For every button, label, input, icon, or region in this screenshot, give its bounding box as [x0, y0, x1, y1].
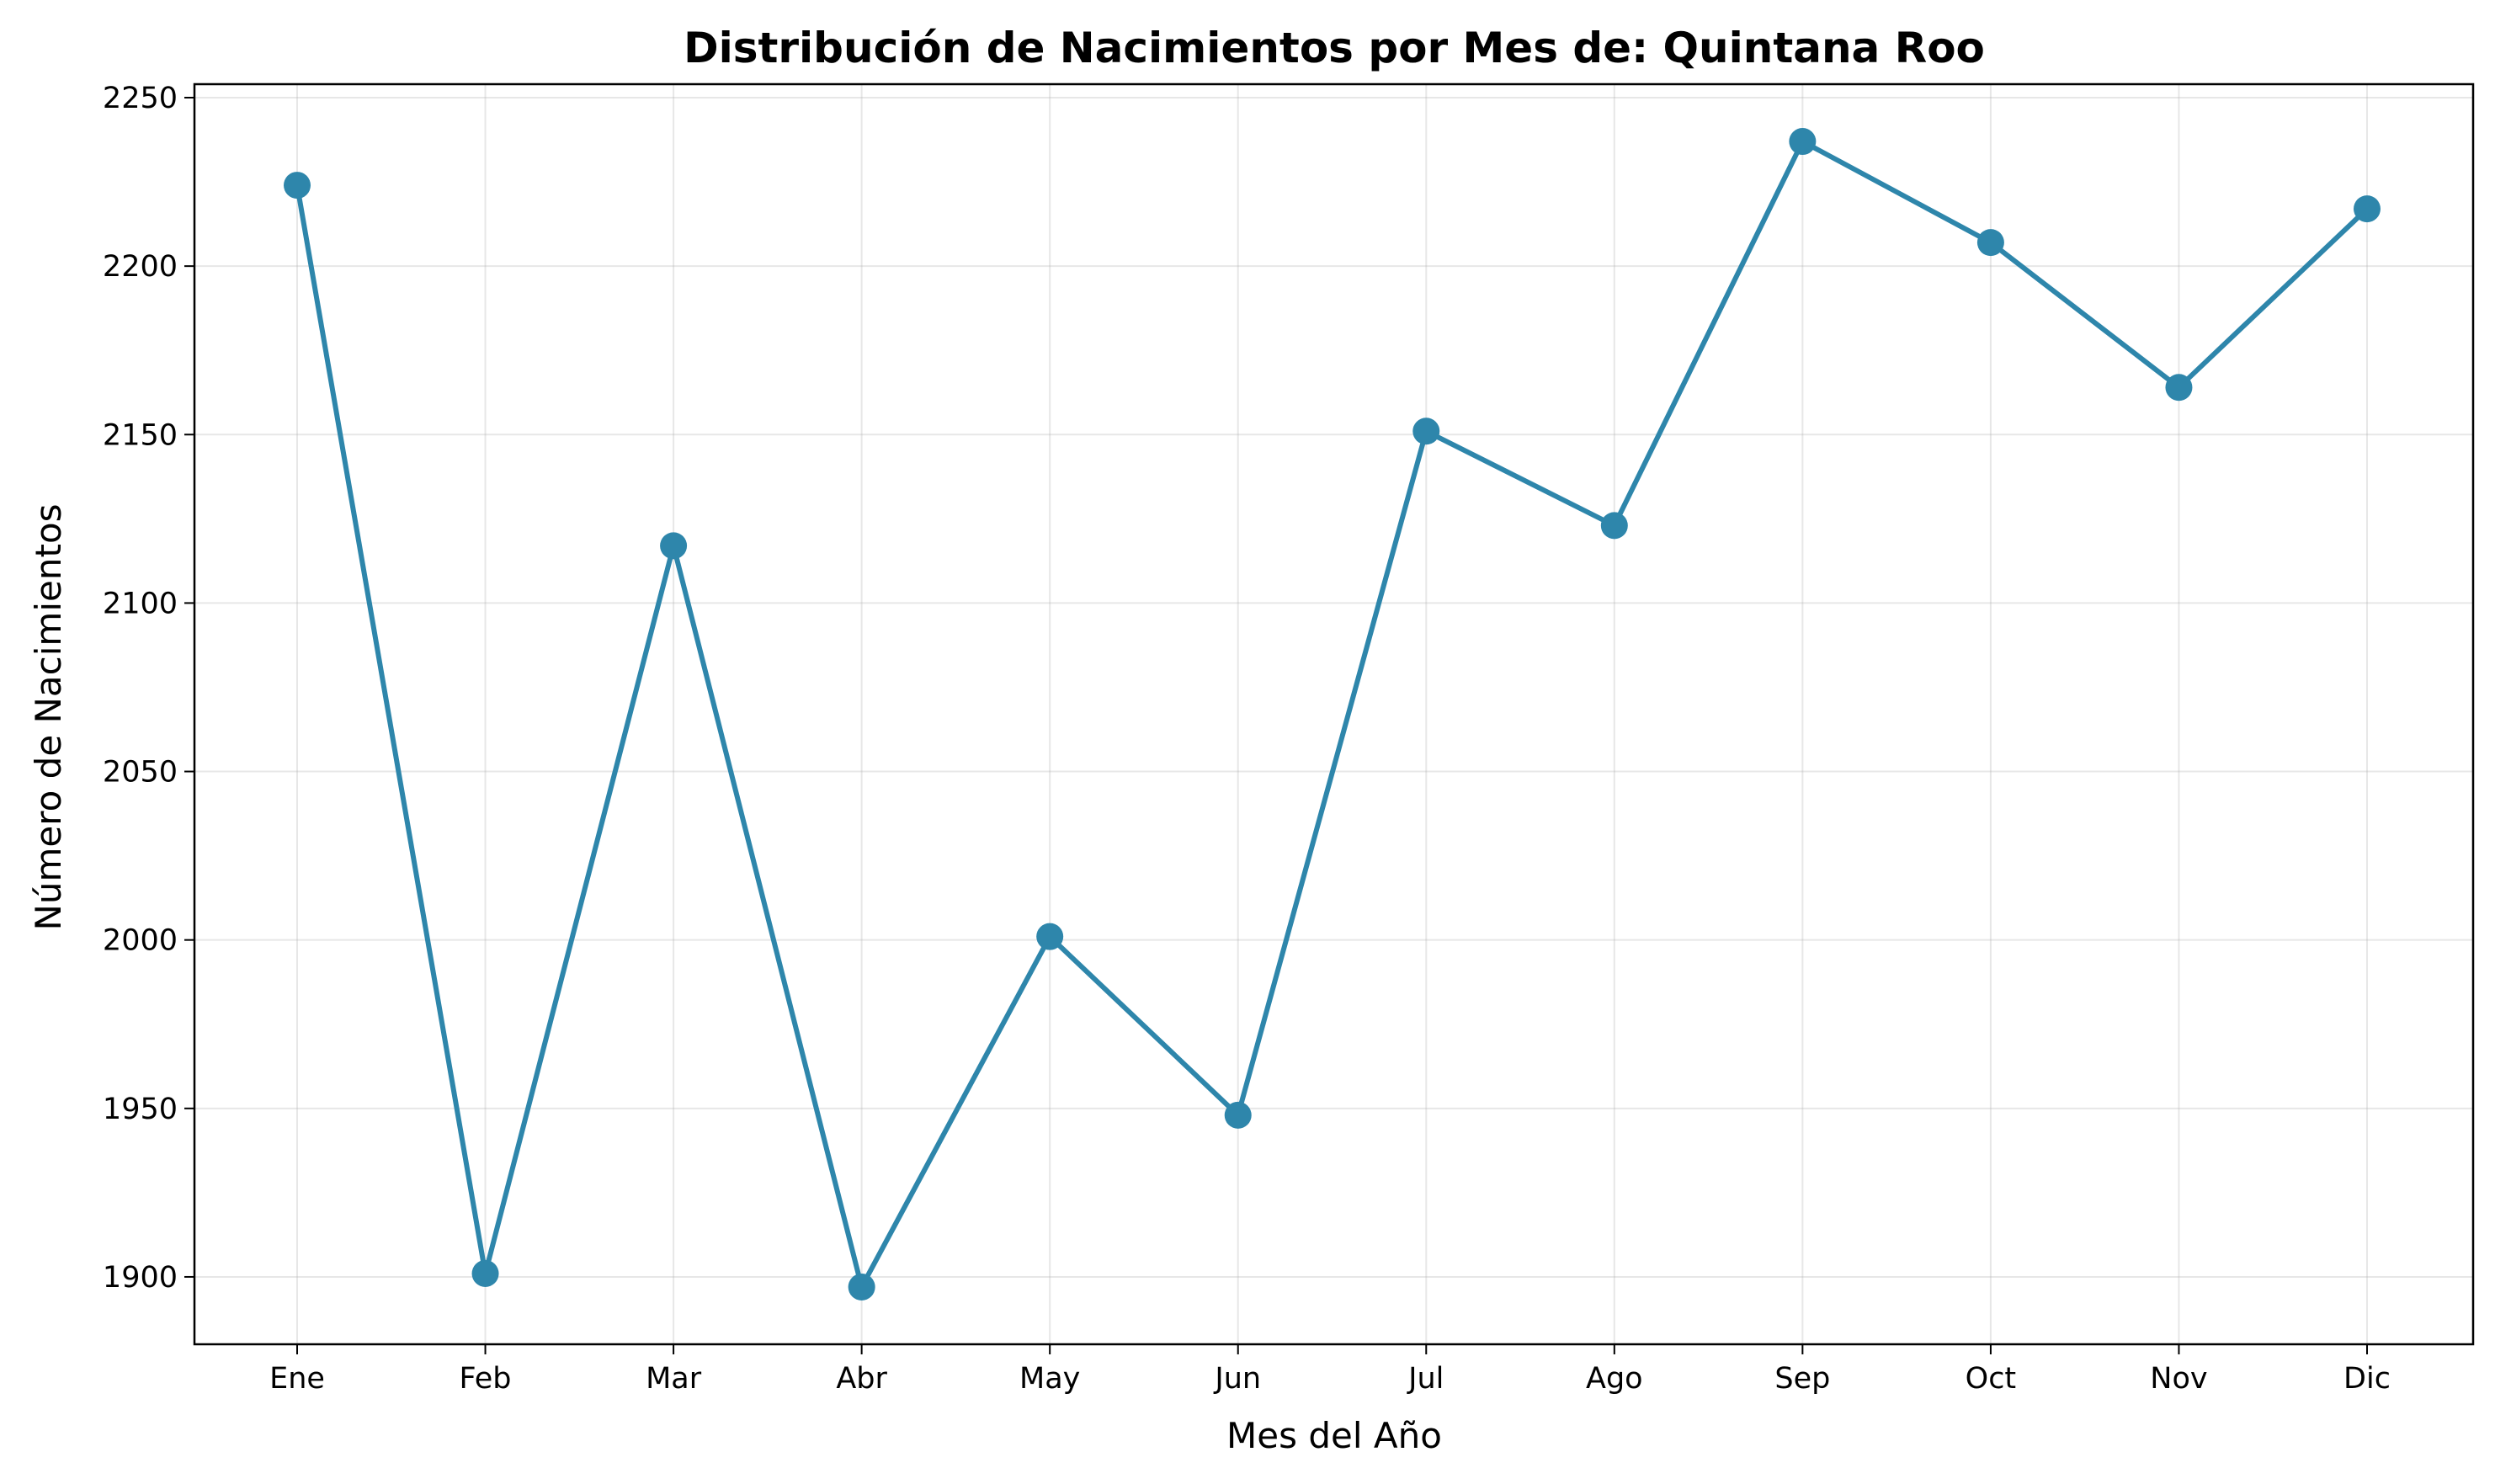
y-tick-label: 1900: [103, 1261, 178, 1295]
data-point-feb: [471, 1259, 499, 1287]
data-point-ene: [284, 172, 311, 199]
data-point-oct: [1976, 229, 2004, 257]
data-point-jun: [1224, 1101, 1252, 1129]
series-line: [295, 139, 2370, 1290]
y-axis-label: Número de Nacimientos: [28, 503, 69, 930]
x-tick-label: Nov: [2150, 1362, 2207, 1396]
y-tick-label: 2200: [103, 250, 178, 284]
data-point-abr: [848, 1273, 875, 1300]
x-tick-label: Jun: [1213, 1362, 1261, 1396]
data-point-mar: [660, 532, 688, 560]
x-tick-label: Abr: [836, 1362, 887, 1396]
y-tick-label: 1950: [103, 1093, 178, 1126]
grid: [194, 84, 2473, 1344]
data-point-nov: [2165, 374, 2193, 402]
x-tick-label: Feb: [460, 1362, 512, 1396]
y-tick-label: 2150: [103, 418, 178, 452]
x-tick-label: Dic: [2343, 1362, 2391, 1396]
data-point-ago: [1600, 512, 1628, 540]
x-tick-label: Sep: [1774, 1362, 1830, 1396]
x-tick-label: Mar: [646, 1362, 702, 1396]
chart-title: Distribución de Nacimientos por Mes de: …: [684, 24, 1985, 72]
series: [284, 128, 2381, 1300]
x-tick-label: Oct: [1966, 1362, 2017, 1396]
data-point-jul: [1412, 418, 1440, 445]
data-point-may: [1036, 923, 1064, 950]
y-tick-label: 2100: [103, 587, 178, 620]
x-tick-label: Ago: [1586, 1362, 1643, 1396]
y-tick-label: 2050: [103, 756, 178, 790]
data-point-sep: [1789, 128, 1817, 156]
y-tick-label: 2000: [103, 924, 178, 958]
data-point-dic: [2354, 195, 2381, 223]
x-axis-label: Mes del Año: [1226, 1415, 1442, 1456]
axes: Ene Feb Mar Abr May Jun Jul Ago Sep Oct Nov Dic 1900…: [103, 82, 2391, 1396]
x-tick-label: Ene: [269, 1362, 325, 1396]
x-tick-label: May: [1019, 1362, 1080, 1396]
plot-frame: [193, 82, 2475, 1346]
x-tick-label: Jul: [1407, 1362, 1444, 1396]
y-tick-label: 2250: [103, 82, 178, 115]
